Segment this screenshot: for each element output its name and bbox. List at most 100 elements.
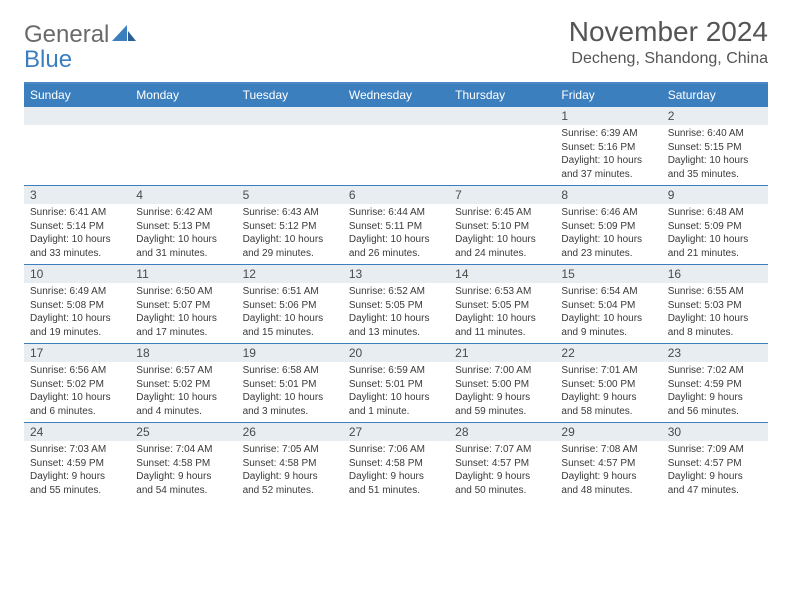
sunrise-text: Sunrise: 7:04 AM [136, 443, 230, 457]
daylight-text: Daylight: 9 hours and 47 minutes. [668, 470, 762, 497]
sunrise-text: Sunrise: 6:41 AM [30, 206, 124, 220]
sunrise-text: Sunrise: 6:50 AM [136, 285, 230, 299]
day-number: 28 [449, 423, 555, 441]
daynum-band: 17181920212223 [24, 344, 768, 362]
sunrise-text: Sunrise: 6:43 AM [243, 206, 337, 220]
sunrise-text: Sunrise: 6:39 AM [561, 127, 655, 141]
sunrise-text: Sunrise: 7:01 AM [561, 364, 655, 378]
daylight-text: Daylight: 9 hours and 51 minutes. [349, 470, 443, 497]
sunset-text: Sunset: 4:59 PM [30, 457, 124, 471]
sunrise-text: Sunrise: 6:57 AM [136, 364, 230, 378]
sunset-text: Sunset: 5:10 PM [455, 220, 549, 234]
day-number: 2 [662, 107, 768, 125]
sunrise-text: Sunrise: 6:49 AM [30, 285, 124, 299]
daylight-text: Daylight: 10 hours and 3 minutes. [243, 391, 337, 418]
sunset-text: Sunset: 5:05 PM [349, 299, 443, 313]
sunrise-text: Sunrise: 6:42 AM [136, 206, 230, 220]
day-number [343, 107, 449, 125]
day-number: 29 [555, 423, 661, 441]
page: GeneralBlue November 2024 Decheng, Shand… [0, 0, 792, 511]
daylight-text: Daylight: 10 hours and 19 minutes. [30, 312, 124, 339]
weekday-wednesday: Wednesday [343, 84, 449, 106]
sunset-text: Sunset: 4:57 PM [561, 457, 655, 471]
logo-sail-icon [112, 22, 136, 47]
day-cell: Sunrise: 6:43 AMSunset: 5:12 PMDaylight:… [237, 204, 343, 264]
week-row: 3456789Sunrise: 6:41 AMSunset: 5:14 PMDa… [24, 185, 768, 264]
sunset-text: Sunset: 5:02 PM [136, 378, 230, 392]
daylight-text: Daylight: 9 hours and 52 minutes. [243, 470, 337, 497]
sunset-text: Sunset: 4:58 PM [243, 457, 337, 471]
daylight-text: Daylight: 10 hours and 17 minutes. [136, 312, 230, 339]
day-number: 3 [24, 186, 130, 204]
day-number: 5 [237, 186, 343, 204]
daylight-text: Daylight: 10 hours and 11 minutes. [455, 312, 549, 339]
sunrise-text: Sunrise: 6:45 AM [455, 206, 549, 220]
daycells: Sunrise: 6:56 AMSunset: 5:02 PMDaylight:… [24, 362, 768, 422]
sunset-text: Sunset: 5:12 PM [243, 220, 337, 234]
daylight-text: Daylight: 9 hours and 59 minutes. [455, 391, 549, 418]
day-number: 16 [662, 265, 768, 283]
weekday-sunday: Sunday [24, 84, 130, 106]
day-cell: Sunrise: 7:00 AMSunset: 5:00 PMDaylight:… [449, 362, 555, 422]
daylight-text: Daylight: 9 hours and 54 minutes. [136, 470, 230, 497]
weekday-friday: Friday [555, 84, 661, 106]
day-number [237, 107, 343, 125]
daylight-text: Daylight: 10 hours and 15 minutes. [243, 312, 337, 339]
day-number: 21 [449, 344, 555, 362]
logo: GeneralBlue [24, 16, 136, 72]
daynum-band: 12 [24, 107, 768, 125]
sunset-text: Sunset: 5:00 PM [561, 378, 655, 392]
daylight-text: Daylight: 10 hours and 6 minutes. [30, 391, 124, 418]
day-cell: Sunrise: 6:40 AMSunset: 5:15 PMDaylight:… [662, 125, 768, 185]
day-number: 26 [237, 423, 343, 441]
daylight-text: Daylight: 10 hours and 1 minute. [349, 391, 443, 418]
day-cell: Sunrise: 7:09 AMSunset: 4:57 PMDaylight:… [662, 441, 768, 501]
day-number: 25 [130, 423, 236, 441]
sunrise-text: Sunrise: 7:07 AM [455, 443, 549, 457]
day-number: 1 [555, 107, 661, 125]
week-row: 10111213141516Sunrise: 6:49 AMSunset: 5:… [24, 264, 768, 343]
daylight-text: Daylight: 9 hours and 56 minutes. [668, 391, 762, 418]
day-cell: Sunrise: 6:48 AMSunset: 5:09 PMDaylight:… [662, 204, 768, 264]
day-cell: Sunrise: 6:39 AMSunset: 5:16 PMDaylight:… [555, 125, 661, 185]
day-cell: Sunrise: 6:52 AMSunset: 5:05 PMDaylight:… [343, 283, 449, 343]
sunset-text: Sunset: 5:04 PM [561, 299, 655, 313]
daylight-text: Daylight: 10 hours and 33 minutes. [30, 233, 124, 260]
weekday-saturday: Saturday [662, 84, 768, 106]
sunset-text: Sunset: 5:15 PM [668, 141, 762, 155]
daylight-text: Daylight: 10 hours and 26 minutes. [349, 233, 443, 260]
daycells: Sunrise: 7:03 AMSunset: 4:59 PMDaylight:… [24, 441, 768, 501]
logo-text-general: General [24, 22, 109, 47]
day-cell: Sunrise: 6:56 AMSunset: 5:02 PMDaylight:… [24, 362, 130, 422]
sunrise-text: Sunrise: 6:58 AM [243, 364, 337, 378]
sunset-text: Sunset: 5:16 PM [561, 141, 655, 155]
day-number [130, 107, 236, 125]
day-cell [237, 125, 343, 185]
day-number: 10 [24, 265, 130, 283]
day-cell [24, 125, 130, 185]
daylight-text: Daylight: 10 hours and 13 minutes. [349, 312, 443, 339]
day-cell: Sunrise: 7:02 AMSunset: 4:59 PMDaylight:… [662, 362, 768, 422]
daylight-text: Daylight: 10 hours and 37 minutes. [561, 154, 655, 181]
day-number: 6 [343, 186, 449, 204]
sunrise-text: Sunrise: 6:40 AM [668, 127, 762, 141]
week-row: 17181920212223Sunrise: 6:56 AMSunset: 5:… [24, 343, 768, 422]
day-number: 7 [449, 186, 555, 204]
daylight-text: Daylight: 10 hours and 23 minutes. [561, 233, 655, 260]
sunrise-text: Sunrise: 6:51 AM [243, 285, 337, 299]
sunset-text: Sunset: 5:00 PM [455, 378, 549, 392]
sunset-text: Sunset: 5:08 PM [30, 299, 124, 313]
day-number: 30 [662, 423, 768, 441]
sunrise-text: Sunrise: 7:00 AM [455, 364, 549, 378]
sunset-text: Sunset: 5:14 PM [30, 220, 124, 234]
daylight-text: Daylight: 10 hours and 31 minutes. [136, 233, 230, 260]
sunrise-text: Sunrise: 6:53 AM [455, 285, 549, 299]
day-number [449, 107, 555, 125]
header: GeneralBlue November 2024 Decheng, Shand… [24, 16, 768, 72]
day-cell: Sunrise: 6:49 AMSunset: 5:08 PMDaylight:… [24, 283, 130, 343]
day-number: 4 [130, 186, 236, 204]
day-cell: Sunrise: 7:05 AMSunset: 4:58 PMDaylight:… [237, 441, 343, 501]
daylight-text: Daylight: 10 hours and 8 minutes. [668, 312, 762, 339]
day-number: 22 [555, 344, 661, 362]
sunrise-text: Sunrise: 6:46 AM [561, 206, 655, 220]
